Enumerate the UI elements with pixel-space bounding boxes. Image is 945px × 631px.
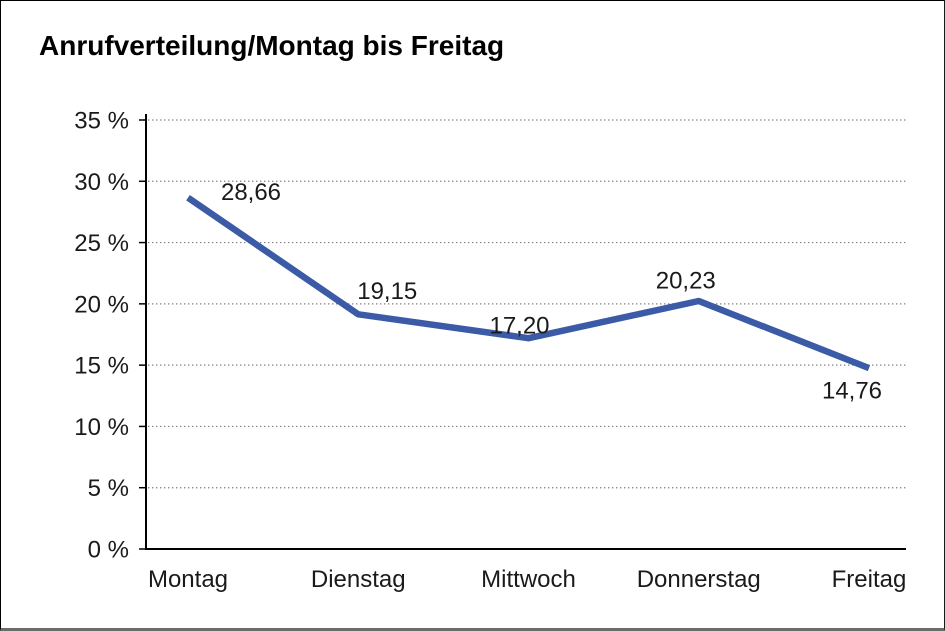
y-tick-label: 20 % — [74, 291, 129, 318]
x-category-label: Montag — [148, 566, 228, 593]
data-label: 17,20 — [489, 313, 549, 340]
y-tick-label: 30 % — [74, 169, 129, 196]
x-category-label: Freitag — [832, 566, 907, 593]
y-tick-label: 5 % — [88, 475, 129, 502]
data-line — [186, 195, 871, 372]
data-label: 28,66 — [221, 179, 281, 206]
chart-title: Anrufverteilung/Montag bis Freitag — [39, 30, 505, 61]
y-tick-label: 25 % — [74, 230, 129, 257]
y-tick-label: 15 % — [74, 353, 129, 380]
x-category-label: Mittwoch — [481, 566, 576, 593]
x-category-label: Donnerstag — [637, 566, 761, 593]
y-tick-label: 0 % — [88, 537, 129, 564]
data-label: 19,15 — [357, 278, 417, 305]
y-tick-label: 35 % — [74, 108, 129, 135]
y-tick-label: 10 % — [74, 414, 129, 441]
x-category-label: Dienstag — [311, 566, 406, 593]
data-label: 20,23 — [656, 268, 716, 295]
data-label: 14,76 — [822, 378, 882, 405]
